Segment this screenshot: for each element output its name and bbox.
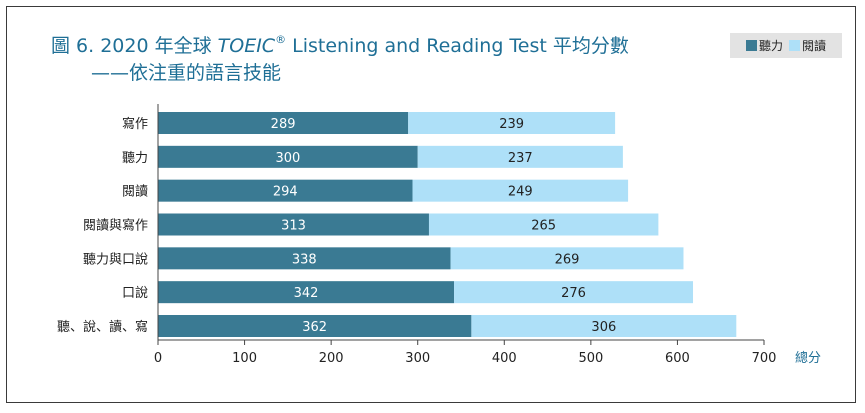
data-label: 338 <box>292 252 317 267</box>
x-tick-label: 700 <box>752 351 777 366</box>
legend-swatch-reading <box>789 40 800 51</box>
chart-title: 圖 6. 2020 年全球 TOEIC® Listening and Readi… <box>51 26 629 87</box>
data-label: 239 <box>499 117 524 132</box>
category-label: 聽力與口說 <box>83 251 148 267</box>
x-tick-label: 500 <box>578 351 603 366</box>
data-label: 276 <box>561 286 586 301</box>
title-line-1: 圖 6. 2020 年全球 TOEIC® Listening and Readi… <box>51 26 629 60</box>
x-tick-label: 300 <box>405 351 430 366</box>
data-label: 269 <box>555 252 580 267</box>
data-label: 362 <box>302 320 327 335</box>
data-label: 294 <box>273 185 298 200</box>
bar-segment-reading <box>417 145 623 168</box>
bar-segment-listening <box>158 247 451 270</box>
data-label: 289 <box>271 117 296 132</box>
x-tick-label: 200 <box>319 351 344 366</box>
x-axis-label: 總分 <box>795 350 821 366</box>
bar-segment-listening <box>158 145 418 168</box>
bar-segment-listening <box>158 281 455 304</box>
legend-item-reading: 閱讀 <box>789 37 826 54</box>
legend-label-listening: 聽力 <box>758 39 783 53</box>
bar-segment-reading <box>408 112 616 134</box>
category-label: 閱讀與寫作 <box>83 218 148 234</box>
data-label: 306 <box>591 320 616 335</box>
bar-segment-reading <box>450 247 684 270</box>
title-registered-mark: ® <box>275 33 287 46</box>
bar-segment-listening <box>158 315 472 337</box>
bar-segment-listening <box>158 213 429 236</box>
data-label: 237 <box>508 151 533 166</box>
data-label: 300 <box>275 151 300 166</box>
title-line-2: ——依注重的語言技能 <box>91 62 282 84</box>
bar-segment-reading <box>471 315 737 337</box>
bar-segment-listening <box>158 179 413 202</box>
title-suffix: Listening and Reading Test 平均分數 <box>286 35 629 57</box>
bar-segment-listening <box>158 112 409 134</box>
bar-segment-reading <box>428 213 659 236</box>
legend-swatch-listening <box>745 40 757 51</box>
bar-segment-reading <box>454 281 694 304</box>
data-label: 249 <box>508 185 533 200</box>
category-label: 聽、說、讀、寫 <box>57 319 148 335</box>
legend-item-listening: 聽力 <box>745 37 783 54</box>
data-label: 342 <box>294 286 319 301</box>
category-label: 口說 <box>122 285 148 301</box>
chart-legend: 聽力 閱讀 <box>730 33 842 58</box>
category-label: 閱讀 <box>122 185 148 200</box>
title-prefix: 圖 6. 2020 年全球 <box>51 35 218 57</box>
data-label: 265 <box>531 219 556 234</box>
category-label: 聽力 <box>122 151 148 166</box>
x-tick-label: 600 <box>665 351 690 366</box>
data-label: 313 <box>281 219 306 234</box>
category-label: 寫作 <box>122 116 148 132</box>
title-brand: TOEIC <box>217 35 276 57</box>
legend-label-reading: 閱讀 <box>802 39 827 53</box>
x-tick-label: 400 <box>492 351 517 366</box>
bar-segment-reading <box>412 179 629 202</box>
x-tick-label: 100 <box>232 351 257 366</box>
x-tick-label: 0 <box>154 351 162 366</box>
